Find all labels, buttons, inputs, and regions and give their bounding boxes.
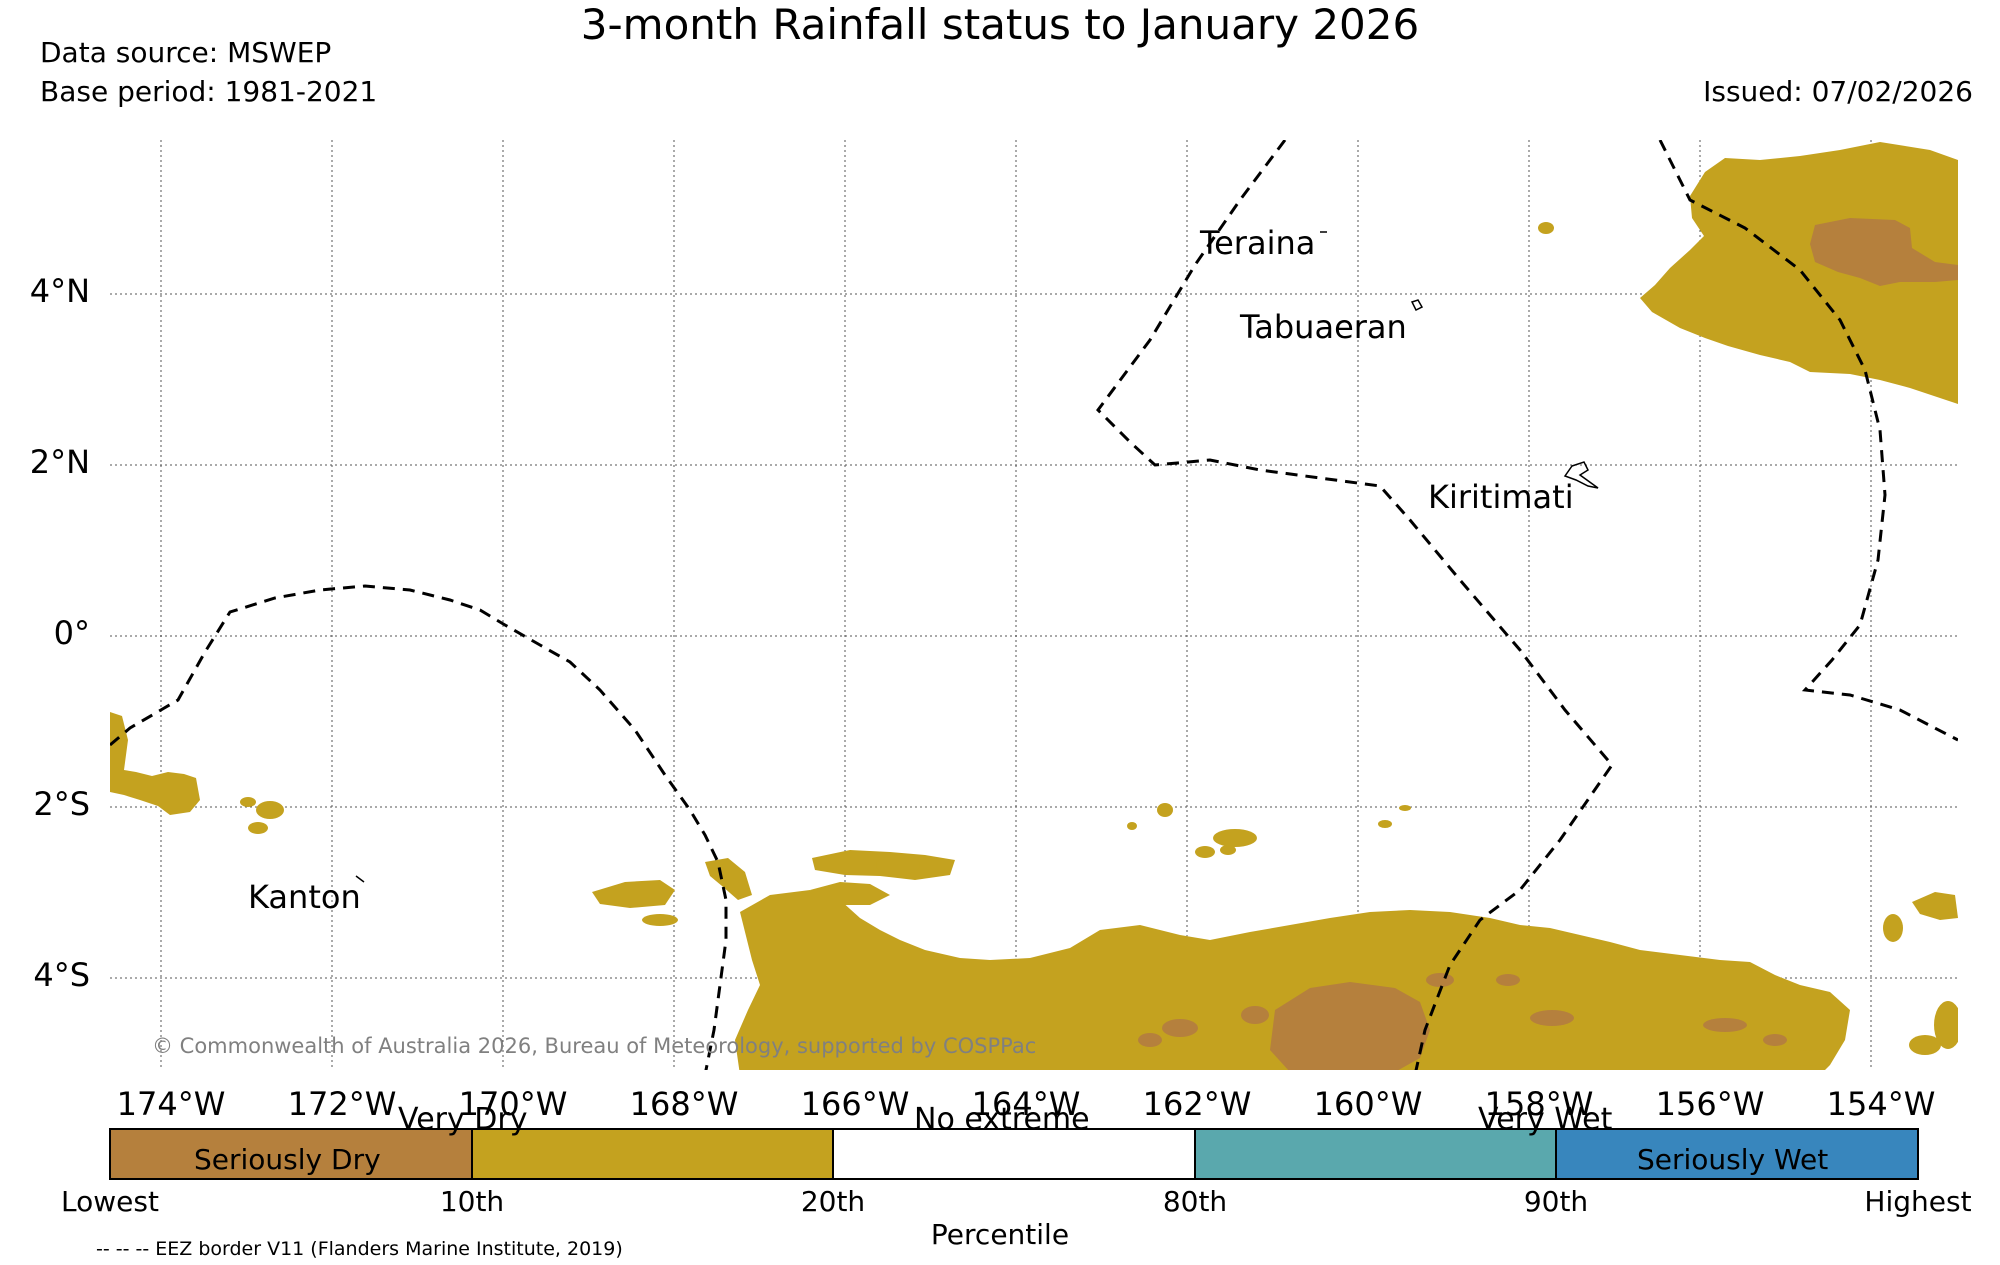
copyright-notice: © Commonwealth of Australia 2026, Bureau… xyxy=(152,1034,1037,1058)
lon-label-160w: 160°W xyxy=(1313,1085,1423,1123)
colorbar-seriously-dry xyxy=(109,1128,473,1180)
colorbar-very-dry xyxy=(471,1128,834,1180)
eez-border xyxy=(110,140,1958,1070)
colorbar-label-seriously-wet: Seriously Wet xyxy=(1637,1143,1829,1176)
colorbar-seriously-wet xyxy=(1555,1128,1919,1180)
place-label-teraina: Teraina xyxy=(1200,224,1316,262)
lon-label-172w: 172°W xyxy=(287,1085,397,1123)
lon-label-154w: 154°W xyxy=(1826,1085,1936,1123)
island-outlines xyxy=(355,231,1599,883)
colorbar-label-no-extreme: No extreme xyxy=(914,1102,1090,1137)
eez-legend-note: -- -- -- EEZ border V11 (Flanders Marine… xyxy=(96,1238,623,1260)
colorbar-label-very-dry: Very Dry xyxy=(398,1102,528,1137)
place-label-kanton: Kanton xyxy=(248,878,361,916)
colorbar-tick-lowest: Lowest xyxy=(61,1185,159,1218)
lon-label-162w: 162°W xyxy=(1142,1085,1252,1123)
data-source: Data source: MSWEP xyxy=(40,36,332,69)
very-dry-regions xyxy=(110,142,1958,1070)
colorbar-tick-10th: 10th xyxy=(439,1185,505,1218)
colorbar-no-extreme xyxy=(832,1128,1196,1180)
colorbar-tick-80th: 80th xyxy=(1162,1185,1228,1218)
colorbar-label-seriously-dry: Seriously Dry xyxy=(194,1143,381,1176)
colorbar-tick-20th: 20th xyxy=(800,1185,866,1218)
colorbar-very-wet xyxy=(1194,1128,1557,1180)
place-label-kiritimati: Kiritimati xyxy=(1428,478,1574,516)
lon-label-174w: 174°W xyxy=(116,1085,226,1123)
lon-label-156w: 156°W xyxy=(1655,1085,1765,1123)
colorbar xyxy=(109,1128,1919,1180)
lat-label-2s: 2°S xyxy=(33,785,90,823)
lon-label-168w: 168°W xyxy=(629,1085,739,1123)
lat-label-0: 0° xyxy=(53,614,90,652)
lat-label-2n: 2°N xyxy=(29,443,90,481)
issued-date: Issued: 07/02/2026 xyxy=(1703,75,1973,108)
lon-label-164w: 164°W xyxy=(971,1085,1081,1123)
lon-label-158w: 158°W xyxy=(1484,1085,1594,1123)
lon-label-166w: 166°W xyxy=(800,1085,910,1123)
colorbar-tick-highest: Highest xyxy=(1864,1185,1972,1218)
lat-label-4s: 4°S xyxy=(33,956,90,994)
lon-label-170w: 170°W xyxy=(458,1085,568,1123)
seriously-dry-regions xyxy=(1138,218,1958,1070)
map-title: 3-month Rainfall status to January 2026 xyxy=(580,0,1420,49)
colorbar-label-very-wet: Very Wet xyxy=(1478,1102,1613,1137)
place-label-tabuaeran: Tabuaeran xyxy=(1240,308,1407,346)
lat-label-4n: 4°N xyxy=(29,272,90,310)
base-period: Base period: 1981-2021 xyxy=(40,75,378,108)
colorbar-tick-90th: 90th xyxy=(1523,1185,1589,1218)
colorbar-axis-label: Percentile xyxy=(930,1218,1070,1251)
